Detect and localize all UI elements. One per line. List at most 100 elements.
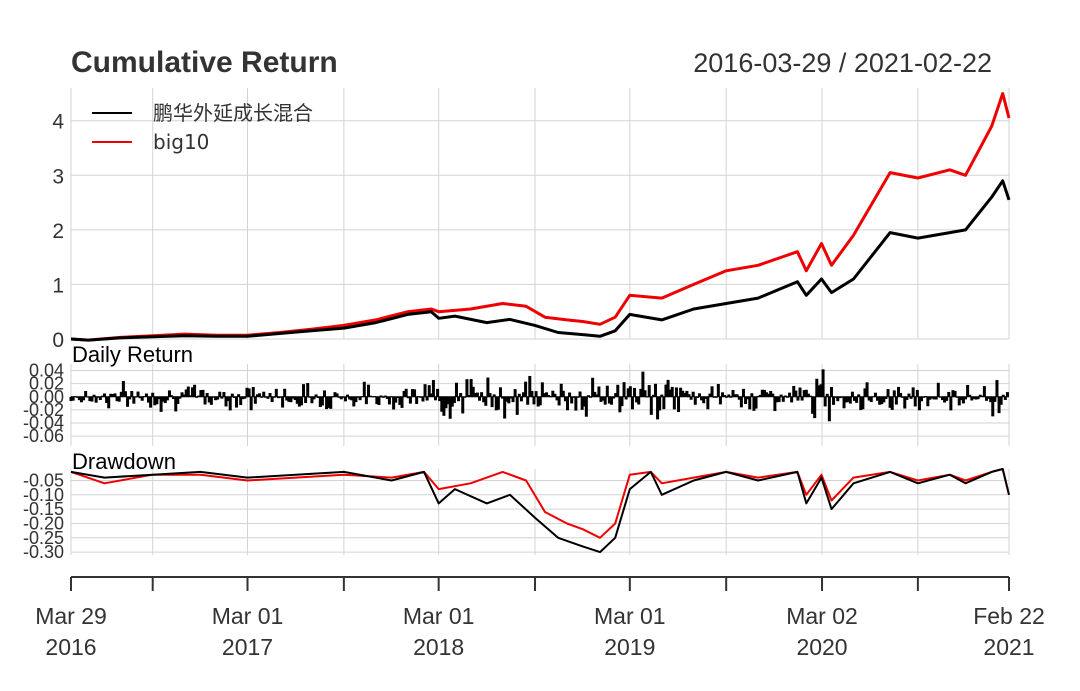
daily-return-bar [767, 393, 771, 397]
daily-return-bar [341, 396, 345, 398]
daily-return-bar [938, 396, 942, 398]
daily-return-bar [69, 396, 73, 401]
daily-return-bar [262, 391, 266, 397]
daily-return-bar [970, 396, 974, 401]
daily-return-bar [865, 382, 869, 397]
cumulative-series-fund [70, 179, 1011, 342]
daily-return-bar [402, 390, 406, 397]
daily-return-bar [90, 396, 94, 402]
x-tick-label-year: 2021 [983, 634, 1034, 660]
y-tick-label: -0.04 [23, 413, 64, 433]
daily-return-bar [850, 391, 854, 397]
daily-return-bar [79, 396, 83, 403]
daily-return-bar [249, 396, 253, 411]
y-tick-label: -0.25 [23, 528, 64, 548]
daily-return-bar [448, 396, 452, 419]
daily-return-bar [463, 396, 467, 398]
daily-return-bar [281, 396, 285, 408]
x-tick-label-date: Mar 01 [403, 603, 475, 629]
daily-return-bar [517, 393, 521, 397]
daily-return-bar [343, 396, 347, 402]
daily-return-bar [237, 394, 241, 397]
daily-return-bar [302, 384, 306, 397]
daily-return-bar [184, 389, 188, 397]
daily-return-bar [274, 388, 278, 397]
daily-return-bar [662, 396, 666, 410]
daily-return-bar [329, 396, 333, 409]
daily-return-bar [936, 382, 940, 397]
daily-return-bar [957, 396, 961, 406]
panel-label-drawdown: Drawdown [72, 449, 176, 474]
daily-return-bar [783, 395, 787, 397]
daily-return-bar [239, 396, 243, 406]
daily-return-bar [191, 387, 195, 397]
daily-return-bar [113, 393, 117, 397]
daily-return-bar [779, 394, 783, 397]
daily-return-bar [270, 396, 274, 403]
daily-return-bar [966, 384, 970, 397]
daily-return-bar [228, 396, 232, 411]
daily-return-bar [989, 396, 993, 403]
daily-return-bar [400, 396, 404, 408]
drawdown-series-fund [70, 468, 1010, 554]
daily-return-bar [758, 394, 762, 397]
y-tick-label: -0.02 [23, 400, 64, 420]
daily-return-bar [109, 393, 113, 397]
daily-return-bar [716, 383, 720, 397]
daily-return-bar [369, 395, 373, 397]
daily-return-bar [159, 396, 163, 412]
date-range: 2016-03-29 / 2021-02-22 [693, 48, 992, 78]
daily-return-bar [829, 387, 833, 397]
daily-return-bar [702, 396, 706, 404]
daily-return-bar [494, 396, 498, 411]
daily-return-bar [318, 396, 322, 407]
daily-return-bar [178, 396, 182, 399]
daily-return-bar [356, 396, 360, 398]
daily-return-bar [538, 396, 542, 406]
daily-return-bar [718, 396, 722, 405]
daily-return-bar [867, 396, 871, 401]
daily-return-bar [425, 396, 429, 401]
daily-return-bar [821, 369, 825, 397]
daily-return-bar [561, 390, 565, 397]
daily-return-bar [578, 391, 582, 397]
daily-return-bar [553, 393, 557, 397]
daily-return-bar [193, 384, 197, 397]
daily-return-bar [408, 396, 412, 404]
daily-return-bar [377, 396, 381, 406]
daily-return-bar [220, 396, 224, 399]
daily-return-bar [385, 396, 389, 399]
daily-return-bar [511, 396, 515, 403]
daily-return-bar [260, 396, 264, 398]
daily-return-bar [105, 396, 109, 403]
daily-return-bar [651, 394, 655, 397]
daily-return-bar [444, 396, 448, 409]
daily-return-bar [358, 396, 362, 401]
daily-return-bar [819, 384, 823, 397]
daily-return-bar [167, 390, 171, 397]
y-tick-label: -0.20 [23, 513, 64, 533]
y-tick-label: 0.02 [29, 374, 64, 394]
daily-return-bar [316, 396, 320, 399]
daily-return-bar [218, 391, 222, 397]
daily-return-bar [620, 396, 624, 407]
daily-return-bar [605, 385, 609, 397]
daily-return-bar [802, 390, 806, 397]
daily-return-bar [922, 396, 926, 398]
daily-return-bar [624, 396, 628, 400]
daily-return-bar [968, 394, 972, 397]
daily-return-bar [268, 393, 272, 397]
daily-return-bar [635, 396, 639, 403]
daily-return-bar [492, 394, 496, 397]
daily-return-bar [71, 396, 75, 401]
daily-return-bar [589, 396, 593, 398]
daily-return-bar [909, 396, 913, 399]
daily-return-bar [144, 393, 148, 397]
daily-return-bar [568, 392, 572, 397]
daily-return-bar [360, 396, 364, 398]
daily-return-bar [186, 386, 190, 397]
daily-return-bar [505, 396, 509, 402]
daily-return-bar [128, 396, 132, 400]
daily-return-bar [283, 388, 287, 397]
daily-return-bar [576, 396, 580, 398]
